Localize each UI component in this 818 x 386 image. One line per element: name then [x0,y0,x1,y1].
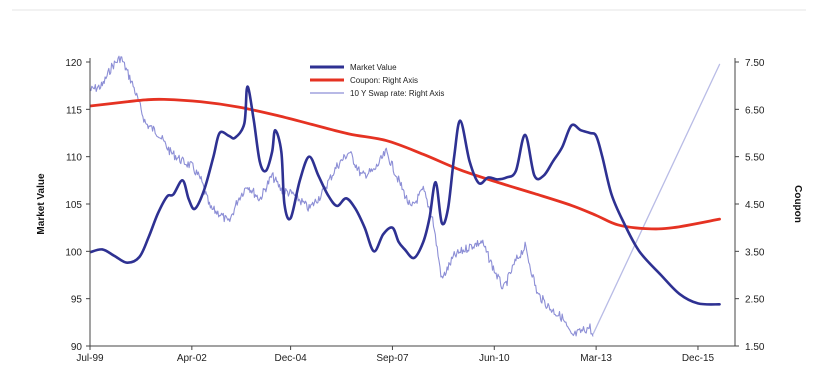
x-tick-label: Jul-99 [76,353,104,364]
axes-layer [89,58,736,347]
legend-label: 10 Y Swap rate: Right Axis [350,89,444,98]
y2-tick-label: 4.50 [745,200,765,211]
y-tick-label: 90 [71,342,83,353]
y2-tick-label: 2.50 [745,295,765,306]
series-line-coupon [90,97,721,231]
legend-label: Market Value [350,63,397,72]
legend: Market Value Coupon: Right Axis 10 Y Swap … [310,63,444,98]
y2-tick-label: 5.50 [745,153,765,164]
y2-axis-title: Coupon [792,185,803,223]
y2-tick-label: 6.50 [745,105,765,116]
y-axis-title: Market Value [36,173,47,235]
y-tick-label: 115 [66,105,82,116]
y-tick-label: 105 [65,200,82,211]
series-line-swap-projection [592,63,721,335]
x-tick-label: Dec-04 [274,353,307,364]
y2-tick-label: 1.50 [745,342,765,353]
series-layer [90,55,721,337]
y-tick-label: 120 [65,58,82,69]
y2-tick-label: 3.50 [745,247,765,258]
y-tick-label: 110 [66,153,82,164]
y2-tick-label: 7.50 [745,58,765,69]
ticks-layer: 90 95 100 105 110 115 120 1.50 2.50 3.50 4.50 5.50 6… [65,58,765,364]
legend-label: Coupon: Right Axis [350,76,418,85]
series-line-market-value [90,85,721,306]
x-tick-label: Apr-02 [177,353,207,364]
y-tick-label: 100 [65,247,82,258]
x-tick-label: Mar-13 [580,353,612,364]
x-tick-label: Sep-07 [376,353,409,364]
y-tick-label: 95 [71,295,83,306]
x-tick-label: Jun-10 [479,353,510,364]
x-tick-label: Dec-15 [682,353,715,364]
series-line-swap-rate [90,55,594,337]
